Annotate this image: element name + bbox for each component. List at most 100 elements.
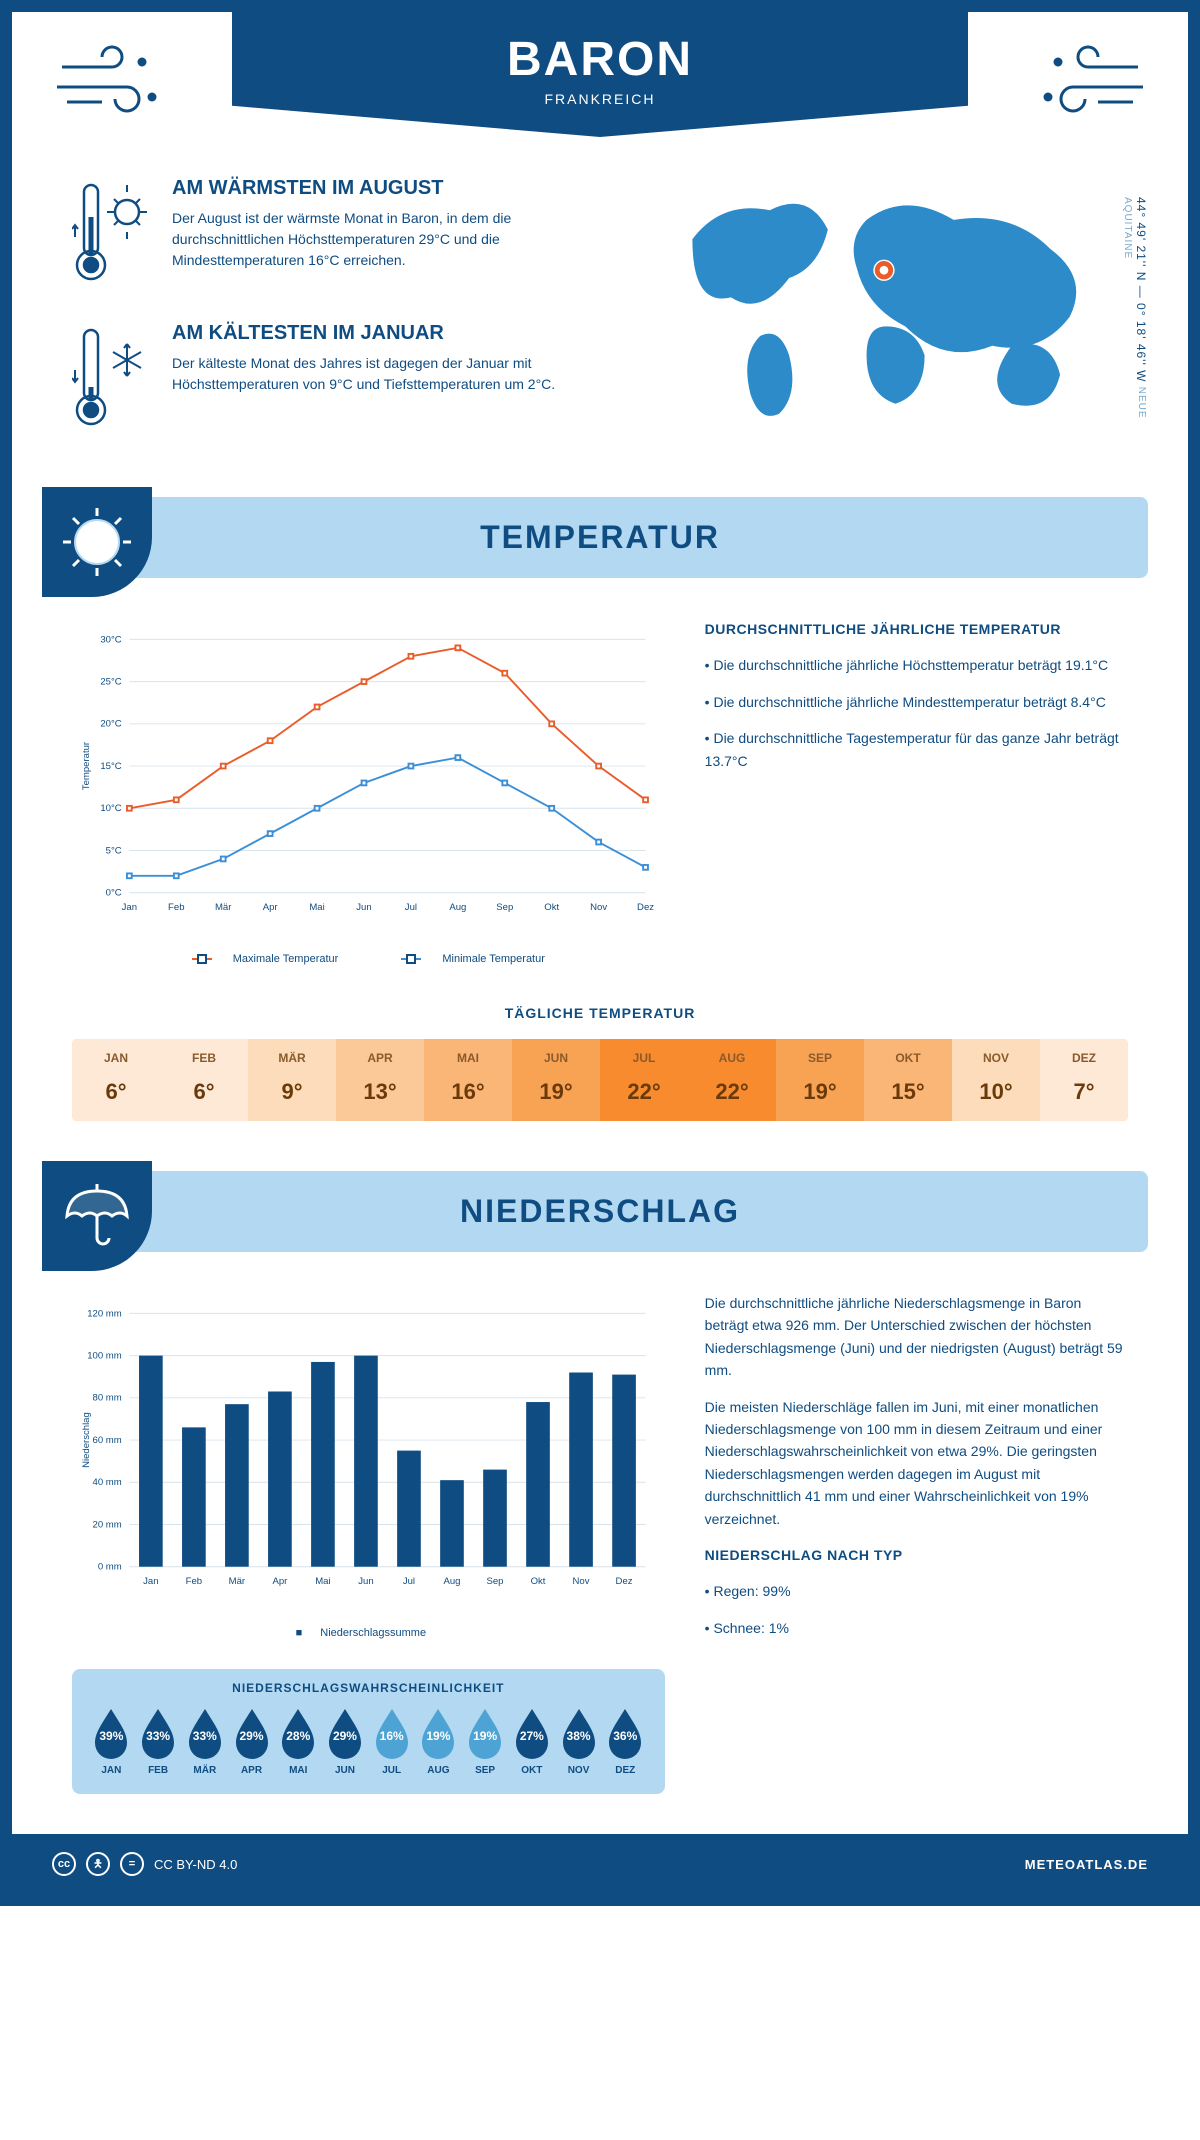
by-icon: 🯅	[86, 1852, 110, 1876]
svg-text:Apr: Apr	[272, 1576, 288, 1587]
precipitation-banner: NIEDERSCHLAG	[52, 1171, 1148, 1252]
temp-cell: JUL22°	[600, 1039, 688, 1121]
sun-icon	[42, 487, 152, 597]
prob-drop: 33%MÄR	[181, 1707, 228, 1776]
temperature-content: 0°C5°C10°C15°C20°C25°C30°CJanFebMärAprMa…	[12, 578, 1188, 1005]
prob-drop: 38%NOV	[555, 1707, 602, 1776]
svg-text:Nov: Nov	[590, 902, 607, 913]
temperature-banner: TEMPERATUR	[52, 497, 1148, 578]
temperature-heading: TEMPERATUR	[52, 519, 1148, 556]
header-region: BARON FRANKREICH	[12, 12, 1188, 137]
warmest-fact: AM WÄRMSTEN IM AUGUST Der August ist der…	[72, 177, 604, 292]
precip-snow: • Schnee: 1%	[705, 1617, 1128, 1639]
svg-text:Apr: Apr	[263, 902, 279, 913]
temperature-text: DURCHSCHNITTLICHE JÄHRLICHE TEMPERATUR •…	[705, 618, 1128, 965]
temp-cell: OKT15°	[864, 1039, 952, 1121]
svg-text:120 mm: 120 mm	[87, 1308, 122, 1319]
daily-temp-table: JAN6°FEB6°MÄR9°APR13°MAI16°JUN19°JUL22°A…	[72, 1039, 1128, 1121]
avg-temp-b3: • Die durchschnittliche Tagestemperatur …	[705, 727, 1128, 772]
svg-text:Temperatur: Temperatur	[81, 741, 92, 790]
svg-text:Sep: Sep	[486, 1576, 503, 1587]
avg-temp-heading: DURCHSCHNITTLICHE JÄHRLICHE TEMPERATUR	[705, 618, 1128, 640]
prob-drop: 33%FEB	[135, 1707, 182, 1776]
precipitation-chart: 0 mm20 mm40 mm60 mm80 mm100 mm120 mmJanF…	[72, 1292, 665, 1794]
svg-text:0°C: 0°C	[106, 888, 122, 899]
warmest-heading: AM WÄRMSTEN IM AUGUST	[172, 177, 604, 200]
coordinates-label: 44° 49' 21'' N — 0° 18' 46'' W NEUE AQUI…	[1120, 197, 1148, 467]
temperature-chart: 0°C5°C10°C15°C20°C25°C30°CJanFebMärAprMa…	[72, 618, 665, 965]
daily-temp-section: TÄGLICHE TEMPERATUR JAN6°FEB6°MÄR9°APR13…	[12, 1005, 1188, 1171]
precipitation-content: 0 mm20 mm40 mm60 mm80 mm100 mm120 mmJanF…	[12, 1252, 1188, 1834]
svg-text:80 mm: 80 mm	[93, 1393, 122, 1404]
svg-text:20 mm: 20 mm	[93, 1519, 122, 1530]
svg-text:Aug: Aug	[443, 1576, 460, 1587]
svg-text:Mär: Mär	[229, 1576, 246, 1587]
world-map-icon	[644, 177, 1128, 437]
svg-text:Feb: Feb	[168, 902, 184, 913]
temp-cell: NOV10°	[952, 1039, 1040, 1121]
svg-text:Mai: Mai	[315, 1576, 330, 1587]
intro-section: AM WÄRMSTEN IM AUGUST Der August ist der…	[12, 137, 1188, 497]
svg-text:Jul: Jul	[405, 902, 417, 913]
license-block: cc 🯅 = CC BY-ND 4.0	[52, 1852, 237, 1876]
svg-text:60 mm: 60 mm	[93, 1435, 122, 1446]
legend-precip: Niederschlagssumme	[320, 1627, 426, 1639]
svg-text:15°C: 15°C	[100, 761, 121, 772]
svg-text:Jan: Jan	[143, 1576, 158, 1587]
svg-text:25°C: 25°C	[100, 676, 121, 687]
country-subtitle: FRANKREICH	[232, 91, 968, 107]
thermometer-cold-icon	[72, 322, 152, 437]
wind-icon	[1028, 42, 1148, 127]
temp-cell: AUG22°	[688, 1039, 776, 1121]
precip-prob-title: NIEDERSCHLAGSWAHRSCHEINLICHKEIT	[88, 1681, 649, 1695]
temp-cell: MAI16°	[424, 1039, 512, 1121]
temp-cell: MÄR9°	[248, 1039, 336, 1121]
svg-text:Mär: Mär	[215, 902, 232, 913]
prob-drop: 19%SEP	[462, 1707, 509, 1776]
precipitation-legend: ■ Niederschlagssumme	[72, 1627, 665, 1639]
nd-icon: =	[120, 1852, 144, 1876]
precipitation-heading: NIEDERSCHLAG	[52, 1193, 1148, 1230]
svg-text:Okt: Okt	[544, 902, 559, 913]
precip-rain: • Regen: 99%	[705, 1580, 1128, 1602]
precipitation-text: Die durchschnittliche jährliche Niedersc…	[705, 1292, 1128, 1794]
map-column: 44° 49' 21'' N — 0° 18' 46'' W NEUE AQUI…	[644, 177, 1128, 467]
prob-drop: 29%APR	[228, 1707, 275, 1776]
prob-drop: 16%JUL	[368, 1707, 415, 1776]
temp-cell: JAN6°	[72, 1039, 160, 1121]
prob-drop: 39%JAN	[88, 1707, 135, 1776]
svg-text:Mai: Mai	[309, 902, 324, 913]
svg-text:Jul: Jul	[403, 1576, 415, 1587]
umbrella-icon	[42, 1161, 152, 1271]
svg-text:100 mm: 100 mm	[87, 1350, 122, 1361]
title-banner: BARON FRANKREICH	[232, 12, 968, 137]
temp-cell: FEB6°	[160, 1039, 248, 1121]
prob-drop: 27%OKT	[508, 1707, 555, 1776]
location-title: BARON	[232, 32, 968, 87]
svg-text:Aug: Aug	[449, 902, 466, 913]
precip-probability-box: NIEDERSCHLAGSWAHRSCHEINLICHKEIT 39%JAN33…	[72, 1669, 665, 1794]
temp-cell: APR13°	[336, 1039, 424, 1121]
svg-text:Dez: Dez	[637, 902, 654, 913]
svg-text:Dez: Dez	[616, 1576, 633, 1587]
wind-icon	[52, 42, 172, 127]
svg-text:Jun: Jun	[358, 1576, 373, 1587]
coldest-heading: AM KÄLTESTEN IM JANUAR	[172, 322, 604, 345]
site-credit: METEOATLAS.DE	[1025, 1857, 1148, 1872]
cc-icon: cc	[52, 1852, 76, 1876]
svg-text:Jan: Jan	[122, 902, 137, 913]
precip-prob-drops: 39%JAN33%FEB33%MÄR29%APR28%MAI29%JUN16%J…	[88, 1707, 649, 1776]
precip-p1: Die durchschnittliche jährliche Niedersc…	[705, 1292, 1128, 1382]
svg-text:Niederschlag: Niederschlag	[81, 1412, 92, 1468]
svg-text:Sep: Sep	[496, 902, 513, 913]
warmest-body: Der August ist der wärmste Monat in Baro…	[172, 208, 604, 271]
svg-text:20°C: 20°C	[100, 719, 121, 730]
temp-cell: SEP19°	[776, 1039, 864, 1121]
temp-cell: DEZ7°	[1040, 1039, 1128, 1121]
svg-text:Jun: Jun	[356, 902, 371, 913]
daily-temp-title: TÄGLICHE TEMPERATUR	[72, 1005, 1128, 1021]
prob-drop: 28%MAI	[275, 1707, 322, 1776]
legend-min: Minimale Temperatur	[442, 953, 545, 965]
license-text: CC BY-ND 4.0	[154, 1857, 237, 1872]
prob-drop: 29%JUN	[322, 1707, 369, 1776]
